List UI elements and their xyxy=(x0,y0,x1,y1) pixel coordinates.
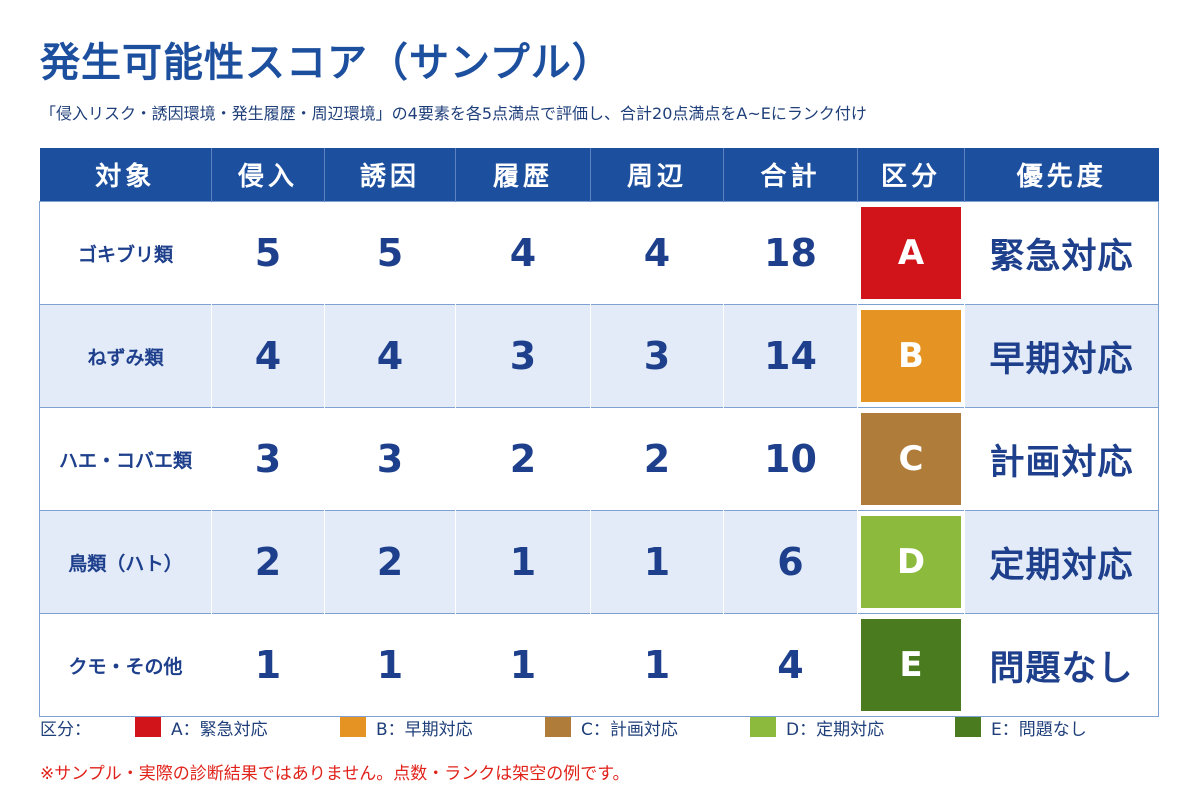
header-priority: 優先度 xyxy=(964,148,1159,202)
rank-badge: B xyxy=(861,310,961,402)
legend-text: C：計画対応 xyxy=(581,719,678,740)
cell-rank: E xyxy=(857,613,965,717)
cell-attraction: 1 xyxy=(324,613,456,717)
cell-priority: 問題なし xyxy=(964,613,1159,717)
cell-history: 1 xyxy=(455,510,591,614)
cell-attraction: 5 xyxy=(324,201,456,305)
cell-rank: A xyxy=(857,201,965,305)
legend: 区分： A：緊急対応 B：早期対応 C：計画対応 D：定期対応 E：問題なし xyxy=(40,715,1160,740)
cell-intrusion: 2 xyxy=(211,510,325,614)
rank-badge: C xyxy=(861,413,961,505)
cell-target: 鳥類（ハト） xyxy=(39,510,212,614)
cell-target: ハエ・コバエ類 xyxy=(39,407,212,511)
header-intrusion: 侵入 xyxy=(211,148,325,202)
legend-text: B：早期対応 xyxy=(376,719,473,740)
score-table: 対象 侵入 誘因 履歴 周辺 合計 区分 優先度 ゴキブリ類 5 5 4 4 1… xyxy=(39,148,1159,717)
legend-swatch xyxy=(955,717,981,737)
legend-item-b: B：早期対応 xyxy=(340,715,545,740)
cell-total: 14 xyxy=(723,304,858,408)
cell-rank: B xyxy=(857,304,965,408)
rank-badge: E xyxy=(861,619,961,711)
cell-rank: C xyxy=(857,407,965,511)
cell-total: 4 xyxy=(723,613,858,717)
table-row: ハエ・コバエ類 3 3 2 2 10 C 計画対応 xyxy=(39,407,1159,511)
cell-total: 6 xyxy=(723,510,858,614)
legend-item-d: D：定期対応 xyxy=(750,715,955,740)
table-row: 鳥類（ハト） 2 2 1 1 6 D 定期対応 xyxy=(39,510,1159,614)
rank-badge: D xyxy=(861,516,961,608)
table-row: クモ・その他 1 1 1 1 4 E 問題なし xyxy=(39,613,1159,717)
page-title: 発生可能性スコア（サンプル） xyxy=(40,40,613,86)
legend-swatch xyxy=(135,717,161,737)
header-total: 合計 xyxy=(723,148,858,202)
legend-text: D：定期対応 xyxy=(786,719,885,740)
cell-surroundings: 1 xyxy=(590,613,724,717)
cell-intrusion: 4 xyxy=(211,304,325,408)
cell-history: 2 xyxy=(455,407,591,511)
table-row: ねずみ類 4 4 3 3 14 B 早期対応 xyxy=(39,304,1159,408)
cell-rank: D xyxy=(857,510,965,614)
legend-item-e: E：問題なし xyxy=(955,715,1160,740)
cell-intrusion: 1 xyxy=(211,613,325,717)
header-rank: 区分 xyxy=(857,148,965,202)
legend-text: E：問題なし xyxy=(991,719,1087,740)
cell-priority: 早期対応 xyxy=(964,304,1159,408)
cell-priority: 緊急対応 xyxy=(964,201,1159,305)
legend-item-c: C：計画対応 xyxy=(545,715,750,740)
header-target: 対象 xyxy=(39,148,212,202)
legend-item-a: A：緊急対応 xyxy=(135,715,340,740)
legend-label: 区分： xyxy=(40,719,91,740)
cell-attraction: 3 xyxy=(324,407,456,511)
cell-history: 1 xyxy=(455,613,591,717)
cell-total: 18 xyxy=(723,201,858,305)
cell-attraction: 4 xyxy=(324,304,456,408)
cell-surroundings: 2 xyxy=(590,407,724,511)
header-attraction: 誘因 xyxy=(324,148,456,202)
cell-intrusion: 3 xyxy=(211,407,325,511)
legend-text: A：緊急対応 xyxy=(171,719,268,740)
table-header-row: 対象 侵入 誘因 履歴 周辺 合計 区分 優先度 xyxy=(39,148,1159,202)
legend-swatch xyxy=(545,717,571,737)
header-history: 履歴 xyxy=(455,148,591,202)
cell-surroundings: 3 xyxy=(590,304,724,408)
cell-history: 3 xyxy=(455,304,591,408)
page-subtitle: 「侵入リスク・誘因環境・発生履歴・周辺環境」の4要素を各5点満点で評価し、合計2… xyxy=(40,104,867,123)
cell-intrusion: 5 xyxy=(211,201,325,305)
cell-surroundings: 1 xyxy=(590,510,724,614)
table-row: ゴキブリ類 5 5 4 4 18 A 緊急対応 xyxy=(39,201,1159,305)
rank-badge: A xyxy=(861,207,961,299)
cell-history: 4 xyxy=(455,201,591,305)
cell-surroundings: 4 xyxy=(590,201,724,305)
cell-total: 10 xyxy=(723,407,858,511)
legend-swatch xyxy=(340,717,366,737)
disclaimer-note: ※サンプル・実際の診断結果ではありません。点数・ランクは架空の例です。 xyxy=(40,764,630,784)
cell-priority: 定期対応 xyxy=(964,510,1159,614)
cell-target: クモ・その他 xyxy=(39,613,212,717)
cell-priority: 計画対応 xyxy=(964,407,1159,511)
header-surroundings: 周辺 xyxy=(590,148,724,202)
cell-target: ねずみ類 xyxy=(39,304,212,408)
cell-target: ゴキブリ類 xyxy=(39,201,212,305)
legend-swatch xyxy=(750,717,776,737)
cell-attraction: 2 xyxy=(324,510,456,614)
